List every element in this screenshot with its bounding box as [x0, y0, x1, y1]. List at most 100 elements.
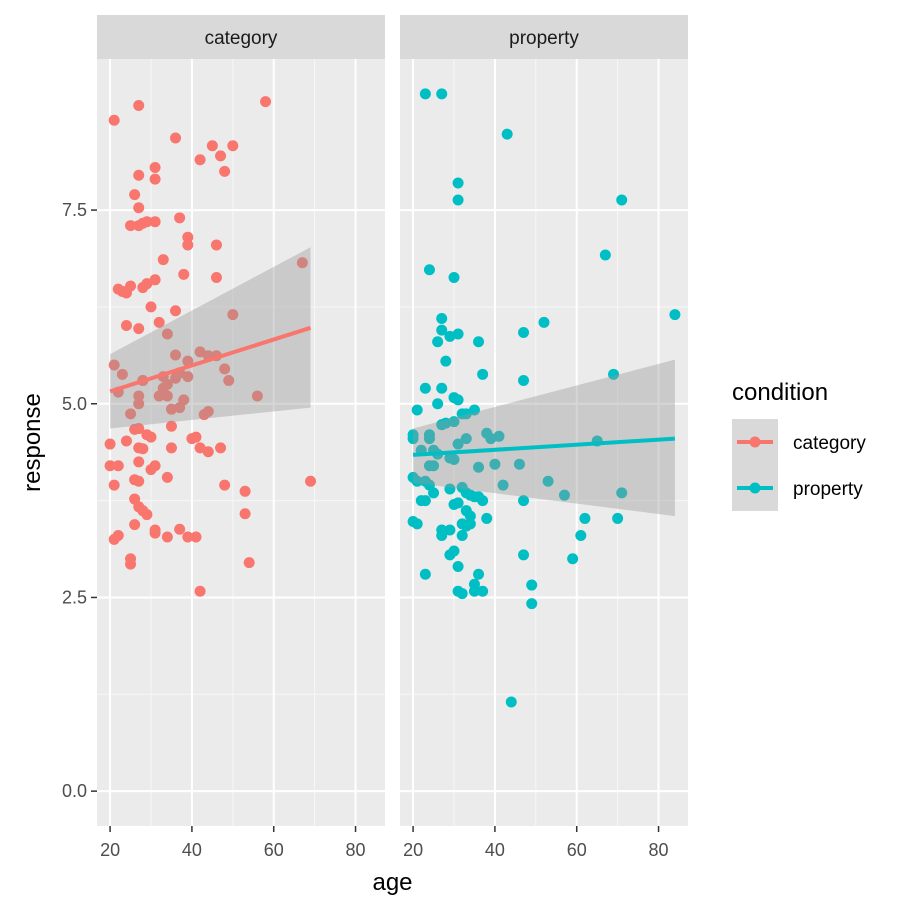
data-point [108, 533, 120, 545]
data-point [411, 404, 423, 416]
data-point [616, 194, 628, 206]
data-point [518, 549, 530, 561]
data-point [526, 598, 538, 610]
data-point [133, 398, 145, 410]
data-point [444, 524, 456, 536]
data-point [161, 390, 173, 402]
data-point [477, 495, 489, 507]
data-point [473, 568, 485, 580]
data-point [436, 324, 448, 336]
data-point [145, 464, 157, 476]
legend-item-label: property [793, 479, 863, 500]
data-point [206, 140, 218, 152]
data-point [513, 458, 525, 470]
data-point [161, 471, 173, 483]
data-point [432, 336, 444, 348]
data-point [575, 529, 587, 541]
data-point [129, 189, 141, 201]
data-point [481, 512, 493, 524]
data-point [161, 328, 173, 340]
data-point [239, 508, 251, 520]
data-point [485, 433, 497, 445]
data-point [210, 271, 222, 283]
data-point [444, 483, 456, 495]
x-tick-label: 20 [100, 840, 120, 860]
data-point [219, 363, 231, 375]
data-point [460, 433, 472, 445]
y-tick-label: 5.0 [62, 394, 87, 414]
facet-panel-property: property 20 40 60 80 [400, 15, 688, 860]
data-point [190, 531, 202, 543]
data-point [165, 420, 177, 432]
data-point [616, 487, 628, 499]
data-point [174, 212, 186, 224]
data-point [477, 368, 489, 380]
y-axis-title: response [19, 393, 46, 492]
data-point [133, 390, 145, 402]
data-point [215, 150, 227, 162]
data-point [436, 88, 448, 100]
data-point [215, 442, 227, 454]
data-point [567, 553, 579, 565]
data-point [599, 249, 611, 261]
data-point [518, 375, 530, 387]
data-point [133, 169, 145, 181]
confidence-band [413, 359, 675, 517]
data-point [448, 416, 460, 428]
data-point [112, 460, 124, 472]
data-point [120, 287, 132, 299]
data-point [423, 460, 435, 472]
data-point [133, 202, 145, 214]
data-point [419, 382, 431, 394]
data-point [174, 402, 186, 414]
data-point [153, 390, 165, 402]
data-point [456, 408, 468, 420]
data-point [444, 330, 456, 342]
x-tick-label: 40 [182, 840, 202, 860]
data-point [423, 264, 435, 276]
data-point [432, 398, 444, 410]
data-point [178, 268, 190, 280]
data-point [149, 216, 161, 228]
data-point [108, 479, 120, 491]
data-point [194, 346, 206, 358]
regression-line [109, 325, 312, 394]
legend-key-point [749, 482, 761, 494]
y-tick-label: 7.5 [62, 200, 87, 220]
data-point [104, 438, 116, 450]
data-point [518, 495, 530, 507]
data-point [198, 409, 210, 421]
data-point [108, 359, 120, 371]
data-point [452, 194, 464, 206]
data-point [133, 220, 145, 232]
data-point [542, 475, 554, 487]
data-point [223, 375, 235, 387]
data-point [305, 475, 317, 487]
facet-strip [97, 15, 385, 59]
data-point [468, 404, 480, 416]
data-point [182, 239, 194, 251]
data-point [133, 456, 145, 468]
data-point [473, 336, 485, 348]
data-point [452, 394, 464, 406]
data-point [145, 301, 157, 313]
data-point [669, 309, 681, 321]
data-point [505, 696, 517, 708]
data-point [133, 99, 145, 111]
confidence-band [110, 247, 311, 429]
data-point [194, 442, 206, 454]
data-point [608, 368, 620, 380]
data-point [440, 355, 452, 367]
panel-background [97, 59, 385, 826]
data-point [116, 368, 128, 380]
data-point [170, 132, 182, 144]
data-point [423, 479, 435, 491]
data-point [104, 460, 116, 472]
data-point [444, 549, 456, 561]
data-point [526, 579, 538, 591]
data-point [182, 371, 194, 383]
data-point [145, 431, 157, 443]
data-point [436, 382, 448, 394]
data-point [194, 154, 206, 166]
data-point [468, 585, 480, 597]
